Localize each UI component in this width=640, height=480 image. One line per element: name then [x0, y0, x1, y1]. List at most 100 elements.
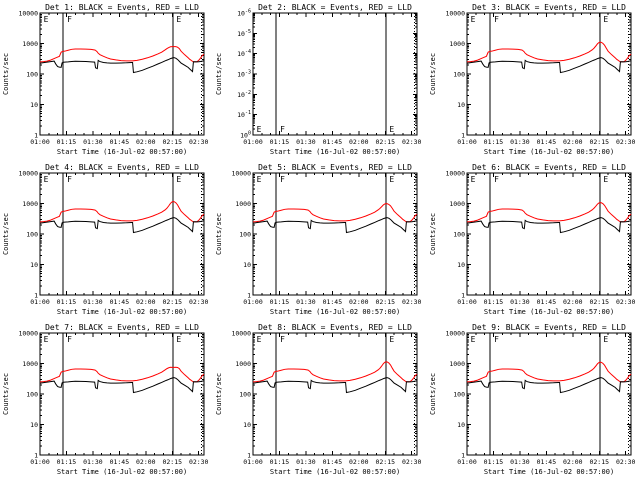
x-tick-label: 01:45: [110, 458, 130, 466]
y-tick-label: 100: [240, 391, 252, 399]
panel-title: Det 6: BLACK = Events, RED = LLD: [472, 163, 626, 172]
x-axis-label: Start Time (16-Jul-02 00:57:00): [483, 468, 613, 476]
y-axis-label: Counts/sec: [429, 213, 437, 255]
y-tick-label: 1000: [22, 200, 38, 208]
y-tick-label: 100: [240, 231, 252, 239]
x-tick-label: 02:15: [162, 138, 182, 146]
event-letter-f: F: [67, 175, 72, 184]
event-letter-e: E: [470, 15, 475, 24]
axes: 01:00 01:15 01:30 01:45 02:00 02:15 02:30 1 10 10…: [445, 330, 635, 466]
x-axis-label: Start Time (16-Jul-02 00:57:00): [270, 308, 400, 316]
event-letter-e: E: [603, 175, 608, 184]
x-tick-label: 01:00: [244, 298, 264, 306]
y-tick-label: 1: [34, 131, 38, 139]
y-axis-label: Counts/sec: [2, 213, 10, 255]
x-tick-label: 01:15: [270, 458, 290, 466]
panel-cell-det-3: Det 3: BLACK = Events, RED = LLD 01:00 01:…: [427, 0, 640, 160]
axes: 01:00 01:15 01:30 01:45 02:00 02:15 02:30 1 10 10…: [18, 330, 208, 466]
x-tick-label: 01:30: [510, 138, 530, 146]
x-tick-label: 02:00: [349, 138, 369, 146]
y-tick-label: 1000: [236, 360, 252, 368]
y-tick-label: 10000: [445, 170, 465, 178]
y-tick-label: 10-5: [237, 29, 251, 38]
axes: 01:00 01:15 01:30 01:45 02:00 02:15 02:30 1 10 10…: [18, 170, 208, 306]
panel-cell-det-6: Det 6: BLACK = Events, RED = LLD 01:00 01:…: [427, 160, 640, 320]
x-tick-label: 01:30: [510, 458, 530, 466]
x-tick-label: 02:15: [376, 298, 396, 306]
x-tick-label: 02:30: [402, 298, 422, 306]
event-letter-e: E: [470, 335, 475, 344]
y-tick-label: 1: [461, 291, 465, 299]
x-tick-label: 02:00: [563, 138, 583, 146]
y-tick-label: 10-3: [237, 70, 251, 79]
x-tick-label: 01:00: [457, 138, 477, 146]
x-tick-label: 02:30: [616, 458, 636, 466]
x-tick-label: 01:45: [536, 138, 556, 146]
event-letter-e: E: [44, 15, 49, 24]
y-tick-label: 10000: [18, 330, 38, 338]
x-tick-label: 02:30: [616, 138, 636, 146]
y-tick-label: 1: [461, 451, 465, 459]
x-tick-label: 01:00: [30, 298, 50, 306]
series-events: [253, 377, 418, 394]
event-letter-f: F: [494, 335, 499, 344]
y-axis-label: Counts/sec: [429, 373, 437, 415]
y-tick-label: 1: [461, 131, 465, 139]
y-tick-label: 1000: [449, 200, 465, 208]
x-tick-label: 02:00: [136, 298, 156, 306]
event-letter-f: F: [494, 15, 499, 24]
x-tick-label: 02:15: [376, 138, 396, 146]
plot-box: [466, 12, 632, 136]
series-lld: [39, 201, 205, 223]
series-events: [466, 217, 631, 234]
y-tick-label: 10: [457, 101, 465, 109]
y-axis-label: Counts/sec: [2, 53, 10, 95]
panel-cell-det-1: Det 1: BLACK = Events, RED = LLD 01:00 01:…: [0, 0, 213, 160]
panel-cell-det-2: Det 2: BLACK = Events, RED = LLD 01:00 01:…: [213, 0, 426, 160]
series-lld: [253, 203, 418, 223]
axes: 01:00 01:15 01:30 01:45 02:00 02:15 02:30 1 10 10…: [18, 10, 208, 146]
y-tick-label: 1000: [449, 40, 465, 48]
y-tick-label: 100: [26, 231, 38, 239]
x-tick-label: 01:30: [83, 138, 103, 146]
x-tick-label: 02:15: [162, 298, 182, 306]
x-tick-label: 01:30: [83, 298, 103, 306]
x-tick-label: 01:00: [30, 138, 50, 146]
x-tick-label: 02:00: [563, 458, 583, 466]
y-tick-label: 100: [240, 130, 251, 139]
axes: 01:00 01:15 01:30 01:45 02:00 02:15 02:30 1 10 10…: [445, 170, 635, 306]
x-tick-label: 02:30: [402, 138, 422, 146]
y-tick-label: 100: [26, 391, 38, 399]
y-tick-label: 1: [34, 451, 38, 459]
x-axis-label: Start Time (16-Jul-02 00:57:00): [57, 308, 187, 316]
x-tick-label: 01:45: [110, 298, 130, 306]
x-tick-label: 02:15: [589, 298, 609, 306]
x-tick-label: 02:15: [589, 458, 609, 466]
axes: 01:00 01:15 01:30 01:45 02:00 02:15 02:30 1 10 10…: [445, 10, 635, 146]
event-letter-e: E: [176, 15, 181, 24]
event-letter-f: F: [280, 175, 285, 184]
series-events: [466, 57, 631, 74]
y-tick-label: 100: [453, 391, 465, 399]
y-tick-label: 1000: [22, 360, 38, 368]
y-tick-label: 1: [247, 291, 251, 299]
panel-title: Det 8: BLACK = Events, RED = LLD: [258, 323, 412, 332]
y-tick-label: 1: [247, 451, 251, 459]
x-tick-label: 01:15: [57, 138, 77, 146]
series-lld: [253, 361, 418, 383]
x-tick-label: 02:30: [189, 298, 209, 306]
y-tick-label: 10: [457, 261, 465, 269]
y-tick-label: 100: [26, 71, 38, 79]
panel-cell-det-4: Det 4: BLACK = Events, RED = LLD 01:00 01:…: [0, 160, 213, 320]
x-tick-label: 01:30: [296, 298, 316, 306]
panel-title: Det 9: BLACK = Events, RED = LLD: [472, 323, 626, 332]
plot-box: [252, 332, 418, 456]
